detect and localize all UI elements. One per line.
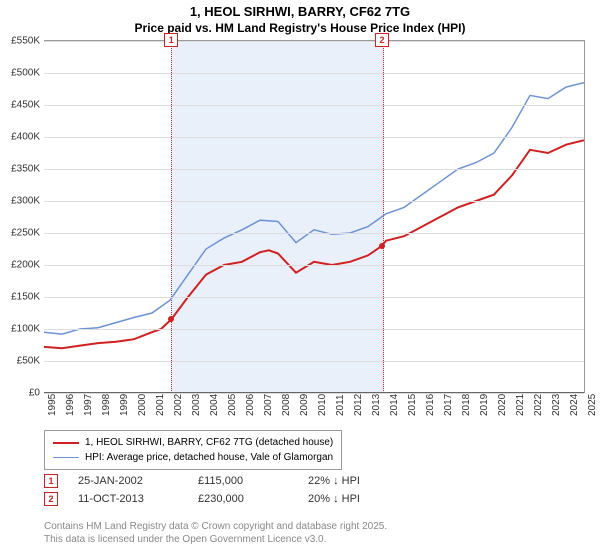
y-gridline (44, 265, 584, 266)
x-tick-label: 2002 (173, 394, 184, 416)
chart-svg (44, 41, 584, 393)
legend-label: 1, HEOL SIRHWI, BARRY, CF62 7TG (detache… (85, 435, 333, 450)
y-tick-label: £100K (0, 324, 40, 335)
y-tick-label: £300K (0, 196, 40, 207)
y-gridline (44, 73, 584, 74)
y-gridline (44, 361, 584, 362)
x-tick-label: 2009 (299, 394, 310, 416)
legend-row: HPI: Average price, detached house, Vale… (53, 450, 333, 465)
x-tick-label: 2021 (515, 394, 526, 416)
title-line2: Price paid vs. HM Land Registry's House … (0, 21, 600, 39)
y-gridline (44, 137, 584, 138)
sale-point (168, 316, 174, 322)
y-tick-label: £250K (0, 228, 40, 239)
legend: 1, HEOL SIRHWI, BARRY, CF62 7TG (detache… (44, 430, 342, 470)
event-num-box: 1 (44, 474, 58, 488)
x-tick-label: 2017 (443, 394, 454, 416)
event-price: £230,000 (198, 493, 288, 505)
event-date: 25-JAN-2002 (78, 475, 178, 487)
x-tick-label: 2025 (587, 394, 598, 416)
x-tick-label: 2015 (407, 394, 418, 416)
series-line-price_paid (44, 140, 584, 348)
event-date: 11-OCT-2013 (78, 493, 178, 505)
x-tick-label: 2000 (137, 394, 148, 416)
event-marker: 2 (375, 33, 389, 47)
x-tick-label: 2013 (371, 394, 382, 416)
event-diff: 22% ↓ HPI (308, 475, 408, 487)
x-tick-label: 2005 (227, 394, 238, 416)
event-num-box: 2 (44, 492, 58, 506)
x-tick-label: 2023 (551, 394, 562, 416)
x-tick-label: 2018 (461, 394, 472, 416)
y-tick-label: £400K (0, 132, 40, 143)
x-tick-label: 2014 (389, 394, 400, 416)
x-tick-label: 1995 (47, 394, 58, 416)
x-tick-label: 2003 (191, 394, 202, 416)
chart-area: £0£50K£100K£150K£200K£250K£300K£350K£400… (44, 40, 585, 393)
event-marker: 1 (164, 33, 178, 47)
y-gridline (44, 233, 584, 234)
y-gridline (44, 201, 584, 202)
event-price: £115,000 (198, 475, 288, 487)
legend-label: HPI: Average price, detached house, Vale… (85, 450, 333, 465)
y-gridline (44, 41, 584, 42)
y-tick-label: £200K (0, 260, 40, 271)
x-tick-label: 2006 (245, 394, 256, 416)
y-tick-label: £350K (0, 164, 40, 175)
y-gridline (44, 105, 584, 106)
x-tick-label: 2022 (533, 394, 544, 416)
x-tick-label: 1996 (65, 394, 76, 416)
x-tick-label: 2024 (569, 394, 580, 416)
y-tick-label: £550K (0, 36, 40, 47)
legend-swatch (53, 457, 79, 458)
y-tick-label: £450K (0, 100, 40, 111)
footer-line1: Contains HM Land Registry data © Crown c… (44, 520, 387, 533)
y-gridline (44, 329, 584, 330)
x-tick-label: 1999 (119, 394, 130, 416)
x-tick-label: 2012 (353, 394, 364, 416)
sale-point (379, 243, 385, 249)
y-gridline (44, 297, 584, 298)
events-table: 1 25-JAN-2002 £115,000 22% ↓ HPI 2 11-OCT-201… (44, 474, 408, 510)
footer: Contains HM Land Registry data © Crown c… (44, 520, 387, 546)
x-tick-label: 2016 (425, 394, 436, 416)
x-tick-label: 2007 (263, 394, 274, 416)
title-line1: 1, HEOL SIRHWI, BARRY, CF62 7TG (0, 0, 600, 21)
event-row: 1 25-JAN-2002 £115,000 22% ↓ HPI (44, 474, 408, 488)
footer-line2: This data is licensed under the Open Gov… (44, 533, 387, 546)
x-tick-label: 2019 (479, 394, 490, 416)
x-tick-label: 2008 (281, 394, 292, 416)
y-tick-label: £0 (0, 388, 40, 399)
x-tick-label: 2004 (209, 394, 220, 416)
x-tick-label: 1998 (101, 394, 112, 416)
x-tick-label: 1997 (83, 394, 94, 416)
chart-container: 1, HEOL SIRHWI, BARRY, CF62 7TG Price pa… (0, 0, 600, 560)
event-diff: 20% ↓ HPI (308, 493, 408, 505)
legend-row: 1, HEOL SIRHWI, BARRY, CF62 7TG (detache… (53, 435, 333, 450)
y-tick-label: £50K (0, 356, 40, 367)
y-tick-label: £150K (0, 292, 40, 303)
legend-swatch (53, 442, 79, 444)
x-tick-label: 2020 (497, 394, 508, 416)
x-tick-label: 2001 (155, 394, 166, 416)
y-gridline (44, 169, 584, 170)
y-tick-label: £500K (0, 68, 40, 79)
x-tick-label: 2011 (335, 394, 346, 416)
event-row: 2 11-OCT-2013 £230,000 20% ↓ HPI (44, 492, 408, 506)
x-tick-label: 2010 (317, 394, 328, 416)
